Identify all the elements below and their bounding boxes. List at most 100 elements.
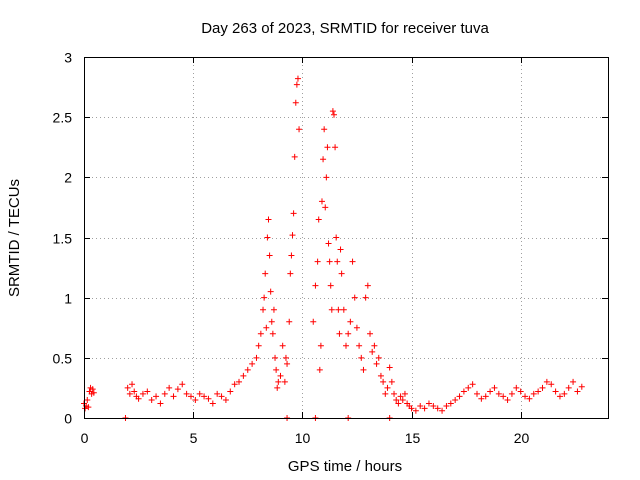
data-point [377,372,384,379]
data-point [85,404,92,411]
data-point [561,390,568,397]
data-point [552,388,559,395]
data-point [504,396,511,403]
data-point [262,270,269,277]
data-point [286,318,293,325]
data-point [231,381,238,388]
data-point [478,395,485,402]
data-point [371,342,378,349]
data-point [391,390,398,397]
data-point [443,402,450,409]
data-point [274,384,281,391]
data-point [90,389,97,396]
data-point [388,378,395,385]
data-point [257,330,264,337]
data-point [166,384,173,391]
data-point [343,342,349,349]
data-point [157,400,164,407]
data-point [543,378,550,385]
data-point [456,393,463,400]
data-point [279,342,286,349]
data-point [289,232,296,239]
y-axis-label: SRMTID / TECUs [6,179,23,297]
data-point [196,390,203,397]
data-point [314,258,321,265]
data-point [487,388,494,395]
data-point [340,306,347,313]
data-point [170,393,177,400]
data-point [292,99,299,106]
data-point [288,252,295,259]
data-point [320,156,327,163]
data-point [375,354,382,361]
data-point [474,390,480,397]
data-point [281,378,288,385]
x-axis-label: GPS time / hours [288,458,402,475]
data-point [153,393,160,400]
data-point [386,364,393,371]
data-point [139,390,146,397]
data-point [491,384,498,391]
data-point [126,390,133,397]
data-point [360,366,367,373]
x-tick-label: 0 [81,430,89,446]
data-point [335,306,342,313]
data-point [240,372,247,379]
data-point [325,240,332,247]
data-point [373,360,380,367]
data-point [218,393,225,400]
data-point [293,81,300,88]
data-point [495,390,502,397]
data-point [312,282,319,289]
data-point [209,400,216,407]
chart-title: Day 263 of 2023, SRMTID for receiver tuv… [201,20,489,37]
y-tick-label: 2 [64,170,72,186]
data-point [244,366,251,373]
data-point [334,258,341,265]
data-point [321,126,328,133]
data-point [124,384,131,391]
data-point [556,393,563,400]
data-point [460,388,467,395]
data-point [183,390,190,397]
data-points [81,75,585,421]
data-point [214,390,221,397]
y-tick-label: 1.5 [53,231,73,247]
data-point [482,393,489,400]
data-point [326,258,333,265]
data-point [144,388,151,395]
data-point [261,294,268,301]
data-point [397,393,404,400]
data-point [227,388,234,395]
data-point [322,204,329,211]
data-point [412,407,419,414]
data-point [333,234,340,241]
data-point [447,400,454,407]
data-point [290,210,297,217]
data-point [284,360,291,367]
data-point [539,384,546,391]
y-tick-label: 0.5 [53,351,73,367]
data-point [349,258,356,265]
grid-layer [84,57,608,418]
data-point [347,318,354,325]
data-point [500,393,507,400]
data-point [89,386,96,393]
data-point [382,390,389,397]
data-point [535,388,542,395]
data-point [315,216,322,223]
data-point [265,216,272,223]
data-point [384,384,391,391]
x-tick-label: 5 [190,430,198,446]
data-point [296,126,303,133]
data-point [174,386,181,393]
data-point [338,270,345,277]
data-point [425,400,432,407]
data-point [277,372,284,379]
data-point [332,144,339,151]
plot-frame [84,57,609,419]
data-point [192,396,199,403]
data-point [187,393,194,400]
data-point [236,378,243,385]
